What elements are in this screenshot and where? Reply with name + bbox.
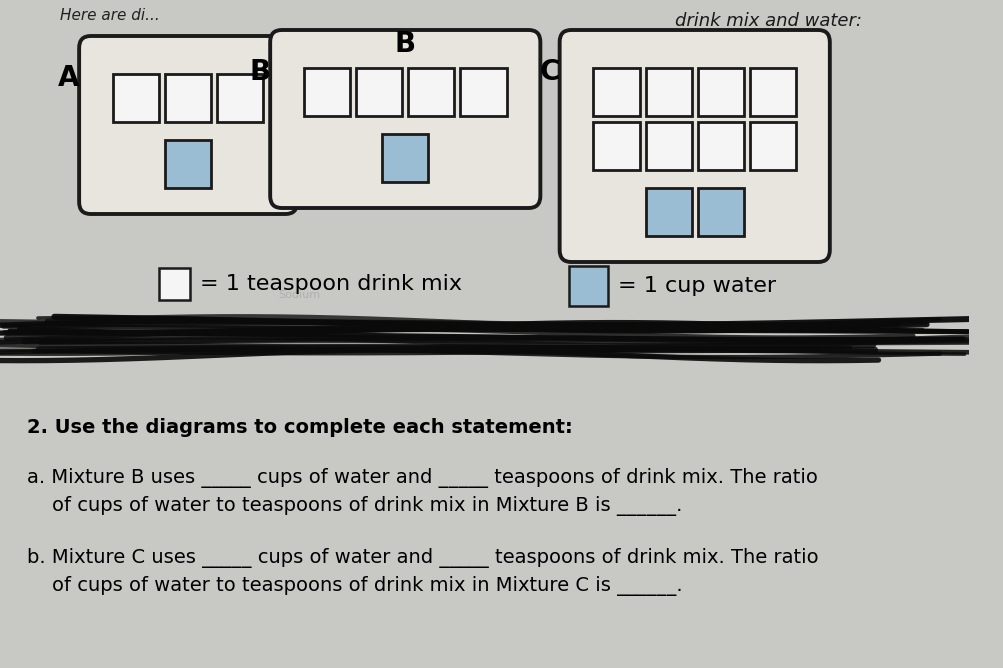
Text: Amount Per Serving: Amount Per Serving bbox=[243, 125, 354, 135]
Text: Calories 80: Calories 80 bbox=[268, 150, 330, 160]
Bar bbox=[408, 68, 454, 116]
Bar bbox=[382, 134, 428, 182]
Bar bbox=[159, 268, 190, 300]
Bar bbox=[459, 68, 507, 116]
Bar bbox=[164, 140, 211, 188]
Text: 2. Use the diagrams to complete each statement:: 2. Use the diagrams to complete each sta… bbox=[27, 418, 572, 437]
Bar bbox=[164, 74, 211, 122]
Bar bbox=[645, 188, 691, 236]
Text: Serving Per Container abt 2.5: Serving Per Container abt 2.5 bbox=[217, 100, 381, 110]
Text: = 1 cup water: = 1 cup water bbox=[617, 276, 775, 296]
Text: Sodium: Sodium bbox=[278, 290, 320, 300]
Text: b. Mixture C uses _____ cups of water and _____ teaspoons of drink mix. The rati: b. Mixture C uses _____ cups of water an… bbox=[27, 548, 817, 568]
Text: Here are di...: Here are di... bbox=[60, 8, 159, 23]
Text: C: C bbox=[539, 58, 559, 86]
Bar bbox=[697, 122, 743, 170]
Bar bbox=[112, 74, 159, 122]
Bar bbox=[217, 74, 263, 122]
Bar bbox=[593, 68, 639, 116]
FancyBboxPatch shape bbox=[79, 36, 297, 214]
FancyBboxPatch shape bbox=[559, 30, 829, 262]
Bar bbox=[569, 266, 607, 306]
Bar bbox=[645, 68, 691, 116]
Text: of cups of water to teaspoons of drink mix in Mixture C is ______.: of cups of water to teaspoons of drink m… bbox=[27, 576, 682, 596]
FancyBboxPatch shape bbox=[270, 30, 540, 208]
Bar bbox=[697, 68, 743, 116]
Text: a. Mixture B uses _____ cups of water and _____ teaspoons of drink mix. The rati: a. Mixture B uses _____ cups of water an… bbox=[27, 468, 817, 488]
Text: A: A bbox=[57, 64, 79, 92]
Text: B: B bbox=[394, 30, 415, 58]
Text: B: B bbox=[249, 58, 270, 86]
Text: of cups of water to teaspoons of drink mix in Mixture B is ______.: of cups of water to teaspoons of drink m… bbox=[27, 496, 682, 516]
Text: = 1 teaspoon drink mix: = 1 teaspoon drink mix bbox=[200, 274, 461, 294]
Bar bbox=[356, 68, 402, 116]
Bar bbox=[749, 122, 795, 170]
Bar bbox=[593, 122, 639, 170]
Bar bbox=[697, 188, 743, 236]
Bar bbox=[749, 68, 795, 116]
Bar bbox=[645, 122, 691, 170]
Text: drink mix and water:: drink mix and water: bbox=[675, 12, 862, 30]
Bar bbox=[304, 68, 350, 116]
